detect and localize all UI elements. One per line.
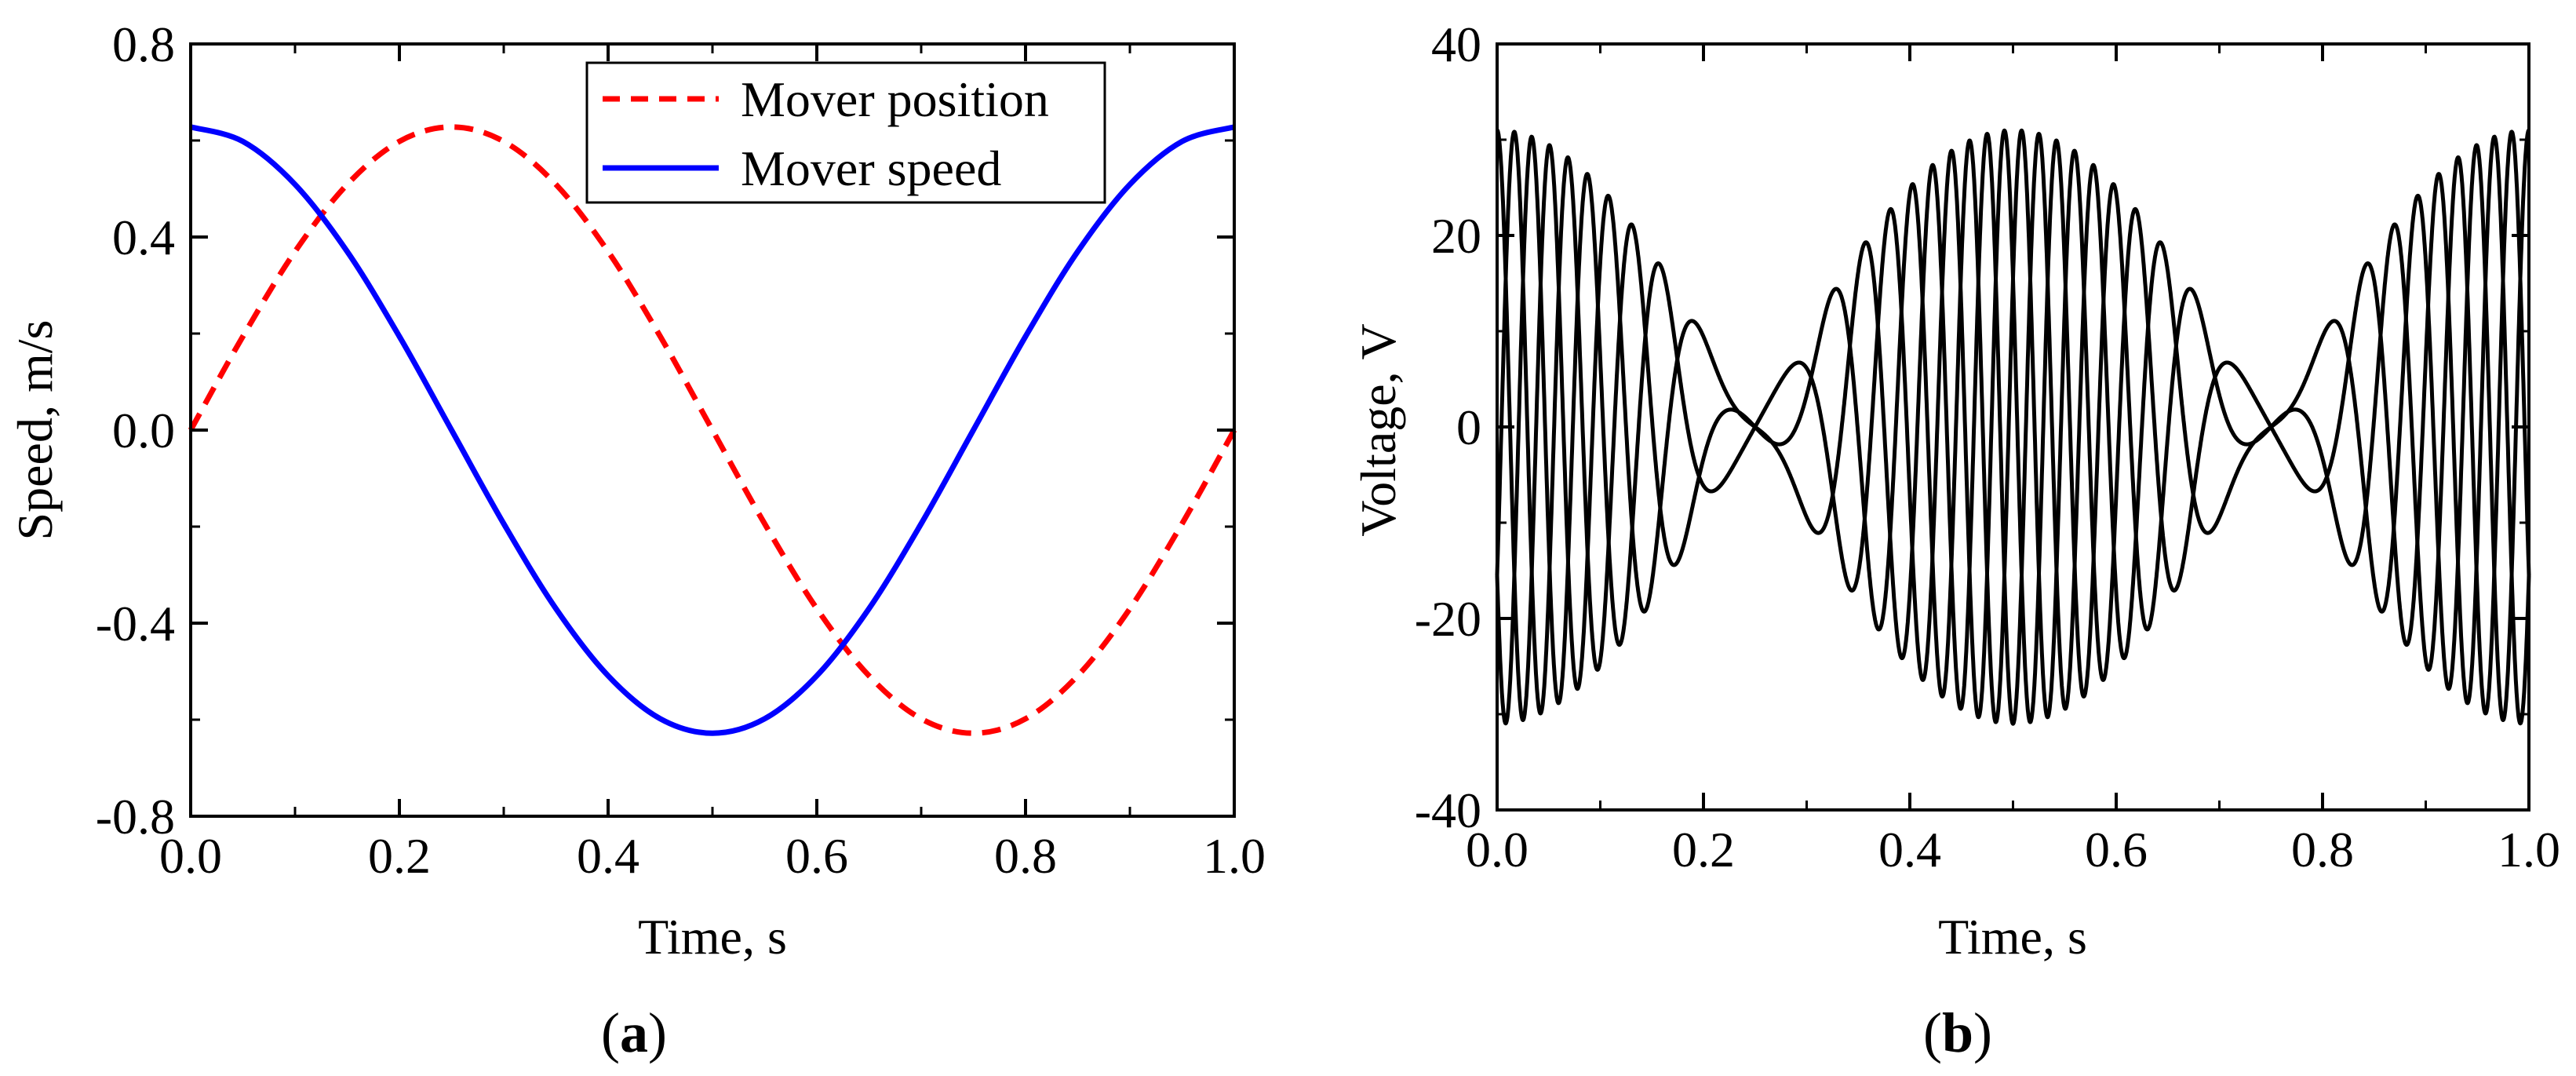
series-line-phase-c	[1495, 128, 2531, 726]
panel-a-x-axis-title: Time, s	[638, 909, 787, 965]
panel-a-speed-chart: 0.0 0.2 0.4 0.6 0.8 1.0 -0.8 -0.4 0.0 0.4 0.8 Time…	[7, 16, 1266, 1064]
panel-a-x-tick-label: 0.8	[994, 828, 1057, 884]
legend-label-position: Mover position	[741, 71, 1049, 127]
panel-b-x-tick-label: 0.2	[1672, 822, 1735, 877]
legend-box	[585, 61, 1106, 204]
series-line-phase-a	[1495, 128, 2531, 726]
panel-b-y-axis-title: Voltage, V	[1350, 323, 1406, 536]
panel-b-x-axis-title: Time, s	[1938, 909, 2087, 965]
series-line-mover-speed	[190, 124, 1235, 736]
panel-b-x-tick-label: 0.6	[2085, 822, 2148, 877]
panel-b-label: (b)	[1923, 1001, 1992, 1064]
panel-a-y-tick-label: -0.8	[96, 789, 175, 844]
panel-b-y-tick-label: 40	[1431, 16, 1481, 72]
panel-b-y-tick-label: 20	[1431, 208, 1481, 264]
panel-b-y-tick-label: -40	[1415, 782, 1481, 838]
panel-b-x-tick-label: 0.4	[1878, 822, 1941, 877]
panel-a-y-tick-label: 0.0	[112, 403, 175, 458]
panel-a-x-tick-label: 0.2	[368, 828, 431, 884]
panel-a-label: (a)	[601, 1001, 667, 1064]
panel-a-x-tick-label: 0.4	[577, 828, 639, 884]
panel-a-y-tick-label: 0.8	[112, 16, 175, 72]
panel-a-x-tick-label: 0.0	[159, 828, 222, 884]
panel-a-legend: Mover position Mover speed	[585, 61, 1106, 204]
panel-a-x-tick-label: 0.6	[785, 828, 848, 884]
panel-a-y-axis-title: Speed, m/s	[7, 320, 63, 541]
legend-label-speed: Mover speed	[741, 140, 1001, 196]
panel-b-y-tick-label: 0	[1456, 399, 1481, 455]
panel-b-x-tick-label: 0.0	[1466, 822, 1528, 877]
panel-b-voltage-chart: 0.0 0.2 0.4 0.6 0.8 1.0 -40 -20 0 20 40 Time, s Vo…	[1350, 16, 2560, 1064]
panel-a-x-tick-label: 1.0	[1203, 828, 1266, 884]
panel-a-y-tick-label: 0.4	[112, 210, 175, 265]
panel-b-y-tick-label: -20	[1415, 591, 1481, 647]
panel-b-x-tick-label: 0.8	[2291, 822, 2354, 877]
series-line-mover-position	[188, 124, 1237, 736]
panel-a-y-tick-label: -0.4	[96, 596, 175, 651]
panel-b-x-tick-label: 1.0	[2498, 822, 2560, 877]
